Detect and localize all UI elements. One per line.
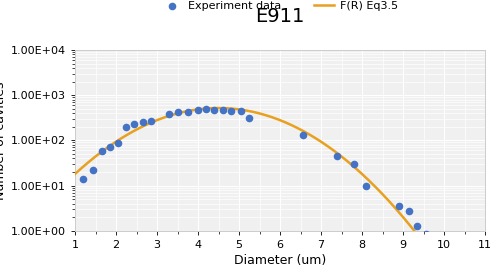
X-axis label: Diameter (um): Diameter (um) xyxy=(234,254,326,267)
Experiment data xyxy=(174,110,182,114)
F(R) Eq3.5 xyxy=(138,126,144,129)
Experiment data xyxy=(90,168,98,172)
Experiment data xyxy=(202,107,210,111)
Experiment data xyxy=(166,112,173,117)
Experiment data xyxy=(350,162,358,166)
Experiment data xyxy=(218,108,226,113)
Experiment data xyxy=(147,119,155,123)
Experiment data xyxy=(227,108,235,113)
Title: E911: E911 xyxy=(256,7,304,26)
Experiment data xyxy=(184,110,192,114)
Experiment data xyxy=(79,177,87,181)
Experiment data xyxy=(237,109,245,113)
Experiment data xyxy=(98,149,106,153)
Experiment data xyxy=(298,133,306,137)
Experiment data xyxy=(114,141,122,145)
F(R) Eq3.5 xyxy=(64,180,70,183)
Experiment data xyxy=(210,108,218,112)
Experiment data xyxy=(130,121,138,126)
F(R) Eq3.5 xyxy=(172,113,177,116)
F(R) Eq3.5 xyxy=(344,159,350,162)
Experiment data xyxy=(122,125,130,130)
Experiment data xyxy=(194,108,202,112)
Experiment data xyxy=(106,145,114,149)
Experiment data xyxy=(362,183,370,188)
F(R) Eq3.5 xyxy=(254,111,260,114)
Experiment data xyxy=(245,116,253,120)
F(R) Eq3.5 xyxy=(216,106,222,110)
Experiment data xyxy=(138,120,146,124)
F(R) Eq3.5 xyxy=(311,136,317,139)
Line: F(R) Eq3.5: F(R) Eq3.5 xyxy=(67,108,485,278)
Experiment data xyxy=(334,153,342,158)
Experiment data xyxy=(395,204,403,208)
F(R) Eq3.5 xyxy=(380,192,386,196)
Experiment data xyxy=(414,223,422,228)
Experiment data xyxy=(422,232,430,236)
Experiment data xyxy=(405,209,413,214)
Y-axis label: Number of cavities: Number of cavities xyxy=(0,81,6,200)
Legend: Experiment data, F(R) Eq3.5: Experiment data, F(R) Eq3.5 xyxy=(162,1,398,11)
